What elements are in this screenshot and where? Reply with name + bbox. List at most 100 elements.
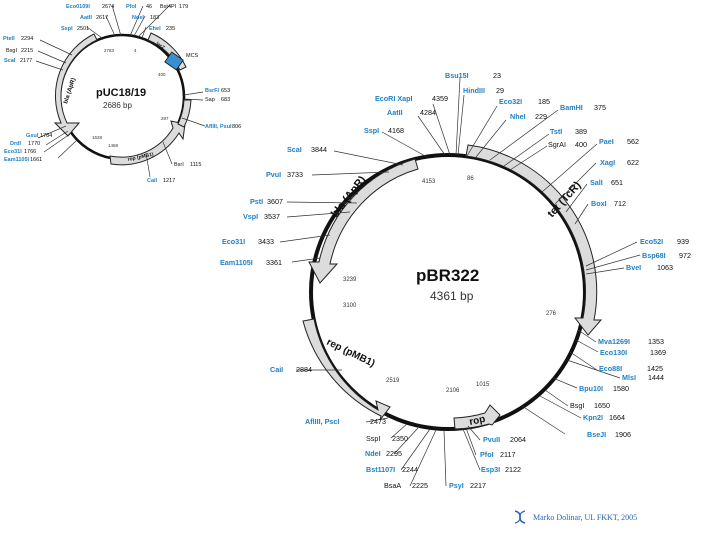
pbr-leader <box>393 427 419 455</box>
puc-leader <box>183 91 204 96</box>
puc-site-name: PfoI <box>126 4 137 10</box>
pbr-inner-mark: 4153 <box>422 179 436 185</box>
pbr-site-pos: 229 <box>535 112 547 121</box>
pbr-leader <box>574 203 589 225</box>
puc-leader <box>181 117 206 127</box>
pbr-leader <box>466 105 498 157</box>
pbr-leader <box>585 267 625 275</box>
pbr-leader <box>457 94 465 156</box>
puc-site-pos: 683 <box>221 97 230 103</box>
pbr-site-name: Eco52I <box>640 237 663 246</box>
pbr-site-name: SspI <box>364 126 379 135</box>
pbr-leader <box>381 131 428 158</box>
pbr-leader <box>409 429 437 487</box>
pbr-site-pos: 2217 <box>470 481 486 490</box>
pbr-leader <box>333 150 404 166</box>
pbr-leader <box>465 427 477 456</box>
pbr-site-pos: 2244 <box>402 465 418 474</box>
puc-leader <box>141 26 147 39</box>
puc-leader <box>35 60 64 71</box>
pbr-inner-mark: 3239 <box>343 277 357 283</box>
pbr-site-name: BsgI <box>570 401 584 410</box>
dna-helix-icon <box>514 510 526 524</box>
pbr-site-name: PfoI <box>480 450 494 459</box>
pbr-leader <box>286 201 358 204</box>
pbr-leader <box>467 425 481 441</box>
pbr-site-name: Eco32I <box>499 97 522 106</box>
puc-leader <box>43 133 71 153</box>
puc-feature-bla <box>53 33 98 137</box>
pbr-leader <box>311 171 390 176</box>
pbr-feature-tet <box>465 144 603 336</box>
puc-leader <box>45 130 69 146</box>
puc-site-pos: 2501 <box>77 26 89 32</box>
puc-site-pos: 806 <box>232 124 241 130</box>
pbr-leader <box>400 428 431 471</box>
puc-leader <box>37 125 67 139</box>
pbr-site-pos: 1580 <box>613 384 629 393</box>
pbr-site-name: Eco88I <box>599 364 622 373</box>
puc-site-pos: 1115 <box>190 162 201 168</box>
puc-leader <box>57 139 78 159</box>
puc-site-pos: 1766 <box>24 149 36 155</box>
pbr-site-name: BveI <box>626 263 641 272</box>
pbr-site-pos: 2295 <box>386 449 402 458</box>
puc-feature-label-bla: bla (ApR) <box>63 77 77 104</box>
pbr-site-pos: 4359 <box>432 94 448 103</box>
pbr-site-name: Bsu15I <box>445 71 469 80</box>
pbr-leader <box>286 211 351 218</box>
pbr-leader <box>541 143 598 193</box>
pbr-site-pos: 3361 <box>266 258 282 267</box>
pbr-site-name: PaeI <box>599 137 614 146</box>
pbr-site-name: AflIII, PscI <box>305 417 339 426</box>
pbr-site-pos: 1444 <box>648 373 664 382</box>
pbr-site-pos: 2122 <box>505 465 521 474</box>
pbr-size: 4361 bp <box>430 289 474 303</box>
pbr-site-name: BseJI <box>587 430 606 439</box>
puc-inner-mark: 287 <box>161 116 169 121</box>
puc-mcs-box <box>164 51 184 71</box>
puc-site-pos: 235 <box>166 26 175 32</box>
puc-site-pos: 2177 <box>20 58 32 64</box>
pbr-site-pos: 1664 <box>609 413 625 422</box>
pbr-name: pBR322 <box>416 266 479 285</box>
pbr-site-pos: 4168 <box>388 126 404 135</box>
pbr-inner-mark: 2106 <box>446 388 460 394</box>
pbr-site-name: PvuI <box>266 170 281 179</box>
pbr-site-name: NheI <box>510 112 526 121</box>
pbr-leader <box>585 241 638 267</box>
footer-credit: Marko Dolinar, UL FKKT, 2005 <box>533 512 638 522</box>
puc-leader <box>133 15 146 37</box>
pbr-leader <box>521 405 566 435</box>
pbr-inner-mark: 1015 <box>476 382 490 388</box>
pbr-leader <box>455 77 461 156</box>
pbr-site-pos: 622 <box>627 158 639 167</box>
puc-leader <box>105 15 116 37</box>
puc-site-name: EheI <box>149 26 161 32</box>
pbr-leader <box>539 395 582 419</box>
puc-inner-mark: 2783 <box>104 48 115 53</box>
pbr-site-name: Eco130I <box>600 348 627 357</box>
pbr-site-name: Eam1105I <box>220 258 253 267</box>
pbr-site-name: SspI <box>366 434 380 443</box>
pbr-site-name: PstI <box>250 197 263 206</box>
pbr-site-pos: 3733 <box>287 170 303 179</box>
pbr-site-pos: 2473 <box>370 417 386 426</box>
puc-site-pos: 1661 <box>30 157 42 163</box>
pbr-site-name: AatII <box>387 108 403 117</box>
pbr-site-pos: 389 <box>575 127 587 136</box>
puc-site-name: Sap <box>205 97 215 103</box>
puc-feature-label-rop: rop (pMB1) <box>127 152 154 163</box>
pbr-site-name: EcoRI XapI <box>375 94 413 103</box>
pbr-leader <box>585 254 641 271</box>
puc-size: 2686 bp <box>103 101 132 110</box>
puc-site-name: NdeI <box>132 15 144 21</box>
puc-inner-mark: 4 <box>134 48 137 53</box>
pbr-site-pos: 1906 <box>615 430 631 439</box>
pbr-leader <box>577 329 597 343</box>
puc-inner-mark: 1468 <box>108 143 119 148</box>
pbr-site-name: Kpn2I <box>583 413 603 422</box>
puc-site-name: Eco31I <box>4 149 22 155</box>
pbr-site-name: CaiI <box>270 365 283 374</box>
